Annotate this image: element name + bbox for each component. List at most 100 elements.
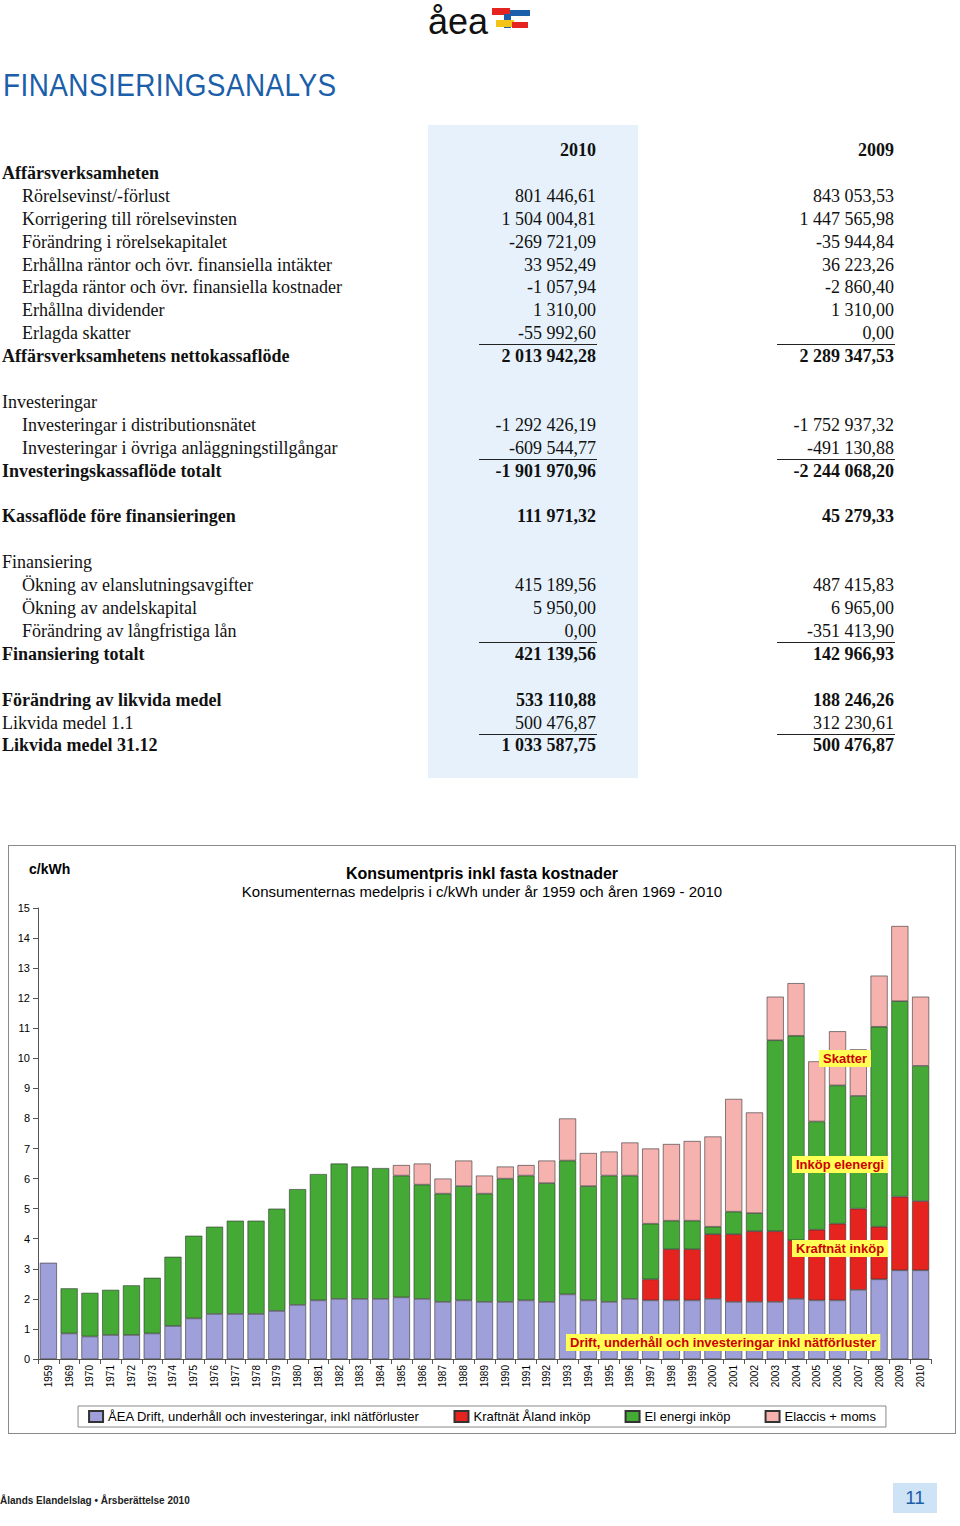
svg-text:1981: 1981	[313, 1365, 324, 1388]
svg-text:El energi inköp: El energi inköp	[645, 1409, 731, 1424]
svg-text:1993: 1993	[562, 1365, 573, 1388]
svg-text:1971: 1971	[105, 1365, 116, 1388]
html-text:Rörelsevinst/-förlust: Rörelsevinst/-förlust	[22, 185, 170, 206]
svg-text:2008: 2008	[874, 1365, 885, 1388]
html-text:Erlagda räntor och övr. finans: Erlagda räntor och övr. finansiella kost…	[22, 277, 342, 298]
svg-text:Kraftnät Åland inköp: Kraftnät Åland inköp	[473, 1409, 590, 1424]
html-text:Affärsverksamhetens nettokassa: Affärsverksamhetens nettokassaflöde	[2, 346, 290, 367]
html-text:-55 992,60: -55 992,60	[518, 323, 596, 344]
svg-text:1969: 1969	[64, 1365, 75, 1388]
svg-text:Drift, underhåll och investeri: Drift, underhåll och investeringar inkl …	[570, 1335, 876, 1350]
html-text:1 310,00: 1 310,00	[533, 300, 596, 321]
svg-text:2005: 2005	[811, 1365, 822, 1388]
svg-text:1979: 1979	[271, 1365, 282, 1388]
svg-text:Konsumenternas medelpris i c/k: Konsumenternas medelpris i c/kWh under å…	[242, 883, 722, 900]
html-text:Förändring i rörelsekapitalet: Förändring i rörelsekapitalet	[22, 231, 227, 252]
svg-text:13: 13	[18, 962, 30, 974]
html-text:-1 057,94: -1 057,94	[527, 277, 596, 298]
svg-text:9: 9	[24, 1082, 30, 1094]
svg-text:5: 5	[24, 1203, 30, 1215]
svg-text:1: 1	[24, 1323, 30, 1335]
html-text:2 013 942,28: 2 013 942,28	[501, 346, 596, 367]
html-text:1 447 565,98: 1 447 565,98	[799, 208, 894, 229]
html-text:0,00: 0,00	[862, 323, 894, 344]
html-text:Erhållna räntor och övr. finan: Erhållna räntor och övr. finansiella int…	[22, 254, 332, 275]
svg-text:Skatter: Skatter	[823, 1051, 867, 1066]
svg-text:2007: 2007	[853, 1365, 864, 1388]
html-text:-269 721,09: -269 721,09	[509, 231, 596, 252]
svg-text:6: 6	[24, 1173, 30, 1185]
html-text:Investeringar i distributionsn: Investeringar i distributionsnätet	[22, 414, 256, 435]
svg-text:11: 11	[19, 1022, 30, 1034]
svg-text:2009: 2009	[894, 1365, 905, 1388]
svg-text:1995: 1995	[604, 1365, 615, 1388]
svg-text:1970: 1970	[84, 1365, 95, 1388]
svg-text:1977: 1977	[230, 1365, 241, 1388]
svg-text:1972: 1972	[126, 1365, 137, 1388]
svg-text:2001: 2001	[728, 1365, 739, 1388]
html-text:Erlagda skatter: Erlagda skatter	[22, 323, 131, 344]
svg-text:1992: 1992	[541, 1365, 552, 1388]
svg-text:2006: 2006	[832, 1365, 843, 1388]
html-text:Korrigering till rörelsevinste: Korrigering till rörelsevinsten	[22, 208, 237, 229]
html-text:Erhållna dividender: Erhållna dividender	[22, 300, 165, 321]
svg-text:1997: 1997	[645, 1365, 656, 1388]
html-text:2 289 347,53: 2 289 347,53	[799, 346, 894, 367]
svg-text:c/kWh: c/kWh	[29, 861, 70, 877]
svg-text:1982: 1982	[334, 1365, 345, 1388]
html-text:Affärsverksamheten: Affärsverksamheten	[2, 162, 159, 183]
svg-text:2003: 2003	[770, 1365, 781, 1388]
svg-text:1978: 1978	[251, 1365, 262, 1388]
svg-text:Kraftnät inköp: Kraftnät inköp	[796, 1241, 884, 1256]
html-text:843 053,53: 843 053,53	[813, 185, 894, 206]
svg-text:1991: 1991	[521, 1365, 532, 1388]
svg-text:1973: 1973	[147, 1365, 158, 1388]
svg-text:1980: 1980	[292, 1365, 303, 1388]
svg-text:Konsumentpris inkl fasta kostn: Konsumentpris inkl fasta kostnader	[346, 865, 618, 882]
svg-text:8: 8	[24, 1112, 30, 1124]
html-text:1 504 004,81: 1 504 004,81	[501, 208, 596, 229]
svg-text:1998: 1998	[666, 1365, 677, 1388]
svg-text:1999: 1999	[687, 1365, 698, 1388]
html-text:1 310,00: 1 310,00	[831, 300, 894, 321]
html-text:-1 292 426,19: -1 292 426,19	[495, 414, 596, 435]
svg-text:åea: åea	[428, 1, 489, 42]
svg-text:1983: 1983	[354, 1365, 365, 1388]
svg-text:1990: 1990	[500, 1365, 511, 1388]
svg-text:1988: 1988	[458, 1365, 469, 1388]
svg-text:1976: 1976	[209, 1365, 220, 1388]
html-text:FINANSIERINGSANALYS: FINANSIERINGSANALYS	[3, 68, 337, 103]
svg-text:1986: 1986	[417, 1365, 428, 1388]
svg-text:ÅEA Drift, underhåll och inves: ÅEA Drift, underhåll och investeringar, …	[108, 1409, 419, 1424]
svg-text:1959: 1959	[43, 1365, 54, 1388]
svg-text:2000: 2000	[707, 1365, 718, 1388]
html-text:36 223,26: 36 223,26	[822, 254, 894, 275]
html-text:-35 944,84: -35 944,84	[816, 231, 894, 252]
svg-text:Elaccis + moms: Elaccis + moms	[785, 1409, 877, 1424]
svg-text:15: 15	[18, 902, 30, 914]
html-text:-2 860,40: -2 860,40	[825, 277, 894, 298]
svg-text:2002: 2002	[749, 1365, 760, 1388]
svg-text:12: 12	[18, 992, 30, 1004]
svg-text:1974: 1974	[167, 1365, 178, 1388]
svg-text:1994: 1994	[583, 1365, 594, 1388]
svg-text:14: 14	[18, 932, 30, 944]
html-text:33 952,49: 33 952,49	[524, 254, 596, 275]
svg-text:2004: 2004	[791, 1365, 802, 1388]
html-text:801 446,61: 801 446,61	[515, 185, 596, 206]
svg-text:1985: 1985	[396, 1365, 407, 1388]
svg-text:4: 4	[24, 1233, 30, 1245]
svg-text:0: 0	[24, 1353, 30, 1365]
html-text:Investeringar: Investeringar	[2, 391, 97, 412]
svg-text:7: 7	[24, 1143, 30, 1155]
svg-text:1984: 1984	[375, 1365, 386, 1388]
svg-text:1987: 1987	[437, 1365, 448, 1388]
svg-text:1989: 1989	[479, 1365, 490, 1388]
svg-text:Inköp elenergi: Inköp elenergi	[796, 1157, 884, 1172]
svg-text:2: 2	[24, 1293, 30, 1305]
svg-text:3: 3	[24, 1263, 30, 1275]
svg-text:1996: 1996	[624, 1365, 635, 1388]
svg-text:2010: 2010	[915, 1365, 926, 1388]
svg-text:1975: 1975	[188, 1365, 199, 1388]
svg-text:10: 10	[18, 1052, 30, 1064]
